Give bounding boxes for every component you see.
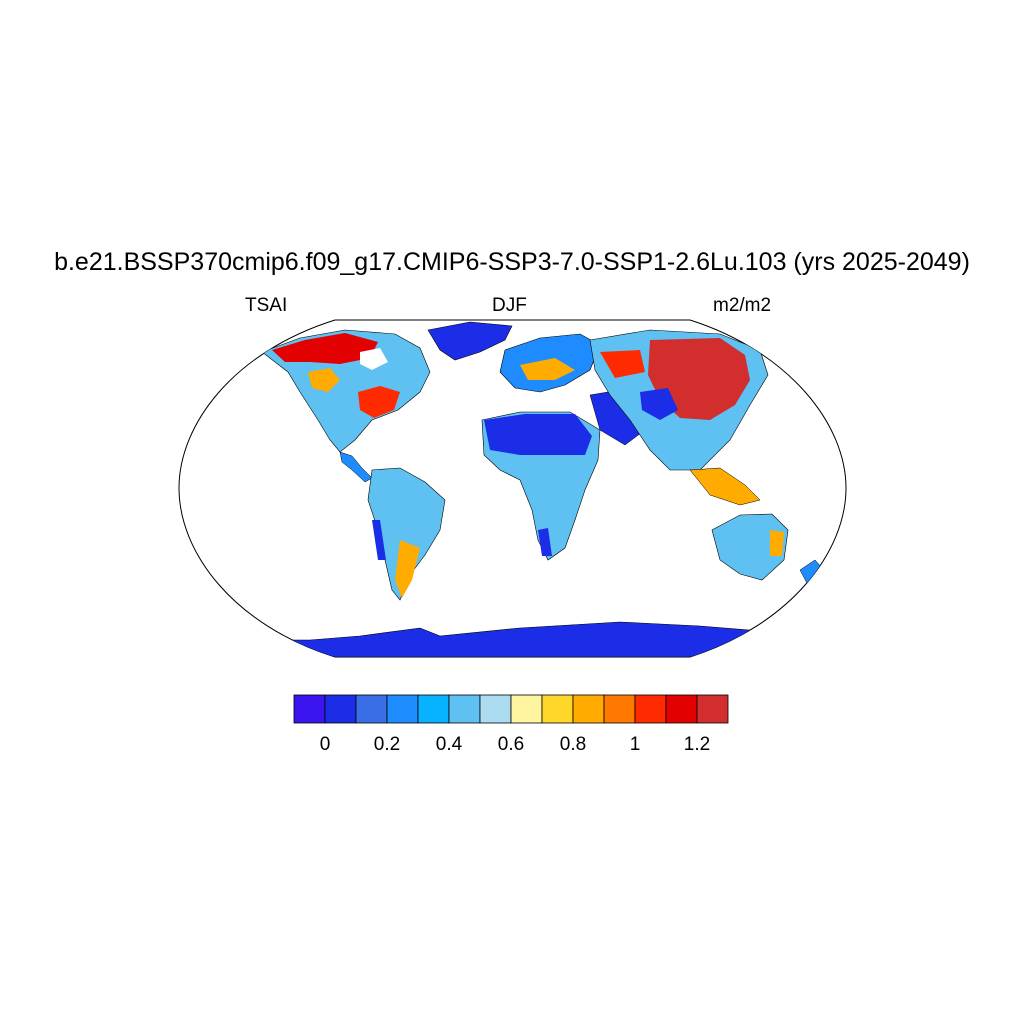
colorbar-tick-label: 0.2 bbox=[374, 734, 400, 755]
land-field bbox=[179, 321, 846, 657]
colorbar-box bbox=[665, 694, 698, 724]
colorbar-tick-label: 1.2 bbox=[684, 734, 710, 755]
greenland-region bbox=[427, 321, 513, 361]
colorbar-tick-label: 0.8 bbox=[560, 734, 586, 755]
variable-label: TSAI bbox=[245, 295, 288, 316]
colorbar-box bbox=[479, 694, 512, 724]
colorbar-box bbox=[293, 694, 326, 724]
colorbar-ticks: 0 0.2 0.4 0.6 0.8 1 1.2 bbox=[320, 734, 711, 755]
colorbar-tick-label: 0.4 bbox=[436, 734, 463, 755]
colorbar-box bbox=[417, 694, 450, 724]
colorbar-box bbox=[696, 694, 729, 724]
north-america-east-high bbox=[358, 386, 400, 418]
africa-south-west bbox=[538, 528, 552, 556]
central-america-region bbox=[339, 451, 373, 483]
colorbar-box bbox=[603, 694, 636, 724]
australia-region bbox=[711, 513, 789, 581]
colorbar-tick-label: 0.6 bbox=[498, 734, 524, 755]
north-america-high bbox=[272, 333, 378, 364]
hudson-bay bbox=[360, 348, 388, 370]
colorbar-tick-label: 1 bbox=[630, 734, 641, 755]
asia-central-low bbox=[640, 388, 678, 420]
colorbar-box bbox=[510, 694, 543, 724]
australia-east bbox=[770, 530, 784, 556]
southeast-asia-region bbox=[689, 467, 761, 506]
colorbar-box bbox=[448, 694, 481, 724]
colorbar-box bbox=[541, 694, 574, 724]
south-america-edge-high bbox=[395, 540, 420, 598]
europe-mid bbox=[520, 358, 575, 380]
siberia-high bbox=[648, 338, 750, 420]
season-label: DJF bbox=[492, 295, 527, 316]
north-america-mid bbox=[308, 368, 340, 392]
colorbar-tick-label: 0 bbox=[320, 734, 331, 755]
colorbar bbox=[293, 694, 729, 724]
colorbar-box bbox=[386, 694, 419, 724]
colorbar-box bbox=[355, 694, 388, 724]
asia-mid-high bbox=[600, 350, 645, 378]
colorbar-box bbox=[324, 694, 357, 724]
sahara-region bbox=[484, 414, 592, 455]
units-label: m2/m2 bbox=[713, 295, 772, 316]
colorbar-box bbox=[634, 694, 667, 724]
plot-title: b.e21.BSSP370cmip6.f09_g17.CMIP6-SSP3-7.… bbox=[54, 248, 970, 276]
colorbar-box bbox=[572, 694, 605, 724]
south-america-west bbox=[372, 520, 386, 560]
